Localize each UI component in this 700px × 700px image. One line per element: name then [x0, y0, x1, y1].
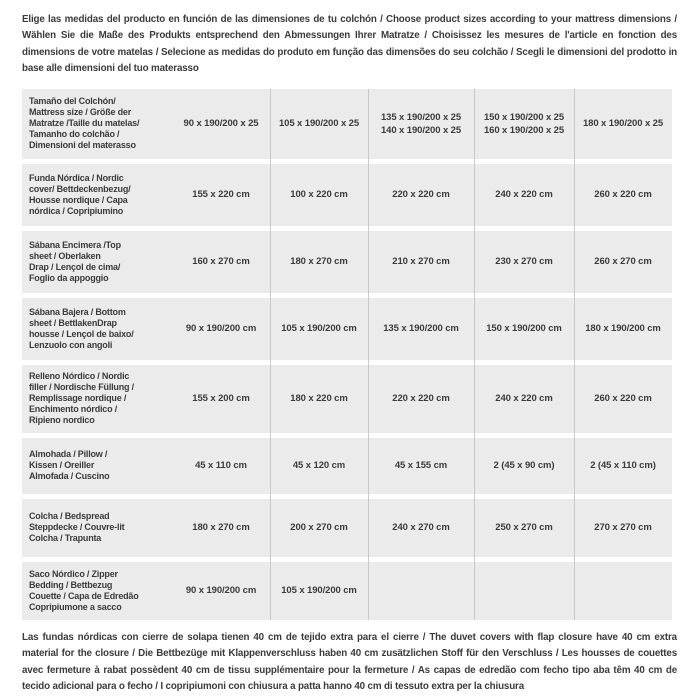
cell-value: 240 x 220 cm [495, 189, 553, 201]
cell-value: 100 x 220 cm [290, 189, 348, 201]
table-row-pillow: Almohada / Pillow / Kissen / Oreiller Al… [22, 437, 672, 494]
cell-value: 220 x 220 cm [392, 189, 450, 201]
cell-value: 45 x 110 cm [195, 460, 247, 472]
footer-note: Las fundas nórdicas con cierre de solapa… [22, 631, 677, 693]
cell-value: 260 x 220 cm [594, 393, 652, 405]
table-row-nordic-filler: Relleno Nórdico / Nordic filler / Nordis… [22, 364, 672, 433]
row-label: Sábana Bajera / Bottom sheet / Bettlaken… [29, 306, 134, 350]
cell-value: 270 x 270 cm [594, 522, 652, 534]
cell-value: 90 x 190/200 cm [185, 585, 257, 597]
cell-value: 180 x 270 cm [290, 256, 348, 268]
row-label: Saco Nórdico / Zipper Bedding / Bettbezu… [29, 568, 139, 612]
cell-value: 45 x 120 cm [292, 460, 346, 472]
cell-value: 260 x 220 cm [594, 189, 652, 201]
cell-value: 240 x 220 cm [495, 393, 553, 405]
cell-value: 180 x 220 cm [290, 393, 348, 405]
cell-value: 240 x 270 cm [392, 522, 450, 534]
cell-value: 200 x 270 cm [290, 522, 348, 534]
cell-value: 210 x 270 cm [392, 256, 450, 268]
header-note: Elige las medidas del producto en funció… [22, 14, 677, 75]
cell-value: 180 x 190/200 cm [585, 323, 661, 335]
cell-value: 155 x 220 cm [192, 189, 250, 201]
cell-value: 90 x 190/200 x 25 [183, 118, 259, 130]
size-table: Tamaño del Colchón/ Mattress size / Größ… [22, 88, 672, 620]
cell-value: 150 x 190/200 cm [486, 323, 562, 335]
row-label: Relleno Nórdico / Nordic filler / Nordis… [29, 371, 134, 426]
table-row-bottom-sheet: Sábana Bajera / Bottom sheet / Bettlaken… [22, 297, 672, 360]
cell-value: 2 (45 x 110 cm) [590, 460, 656, 472]
table-row-top-sheet: Sábana Encimera /Top sheet / Oberlaken D… [22, 230, 672, 293]
cell-value [368, 589, 474, 593]
row-label: Funda Nórdica / Nordic cover/ Bettdecken… [29, 172, 131, 216]
cell-value: 150 x 190/200 x 25 160 x 190/200 x 25 [483, 111, 565, 136]
cell-value: 90 x 190/200 cm [185, 323, 257, 335]
row-label: Almohada / Pillow / Kissen / Oreiller Al… [29, 449, 110, 482]
cell-value: 250 x 270 cm [495, 522, 553, 534]
table-row-mattress-size: Tamaño del Colchón/ Mattress size / Größ… [22, 88, 672, 159]
cell-value: 155 x 200 cm [192, 393, 250, 405]
row-label: Sábana Encimera /Top sheet / Oberlaken D… [29, 239, 121, 283]
cell-value: 105 x 190/200 cm [281, 323, 357, 335]
cell-value [574, 589, 672, 593]
row-label: Tamaño del Colchón/ Mattress size / Größ… [29, 96, 140, 151]
cell-value: 45 x 155 cm [394, 460, 448, 472]
cell-value [474, 589, 574, 593]
cell-value: 105 x 190/200 x 25 [278, 118, 360, 130]
cell-value: 260 x 270 cm [594, 256, 652, 268]
row-label: Colcha / Bedspread Steppdecke / Couvre-l… [29, 511, 125, 544]
cell-value: 160 x 270 cm [192, 256, 250, 268]
cell-value: 2 (45 x 90 cm) [493, 460, 555, 472]
cell-value: 135 x 190/200 cm [383, 323, 459, 335]
cell-value: 230 x 270 cm [495, 256, 553, 268]
table-row-zipper-bedding: Saco Nórdico / Zipper Bedding / Bettbezu… [22, 561, 672, 620]
cell-value: 135 x 190/200 x 25 140 x 190/200 x 25 [380, 111, 462, 136]
table-row-nordic-cover: Funda Nórdica / Nordic cover/ Bettdecken… [22, 163, 672, 226]
cell-value: 105 x 190/200 cm [281, 585, 357, 597]
cell-value: 180 x 190/200 x 25 [582, 118, 664, 130]
table-row-bedspread: Colcha / Bedspread Steppdecke / Couvre-l… [22, 498, 672, 557]
cell-value: 180 x 270 cm [192, 522, 250, 534]
cell-value: 220 x 220 cm [392, 393, 450, 405]
